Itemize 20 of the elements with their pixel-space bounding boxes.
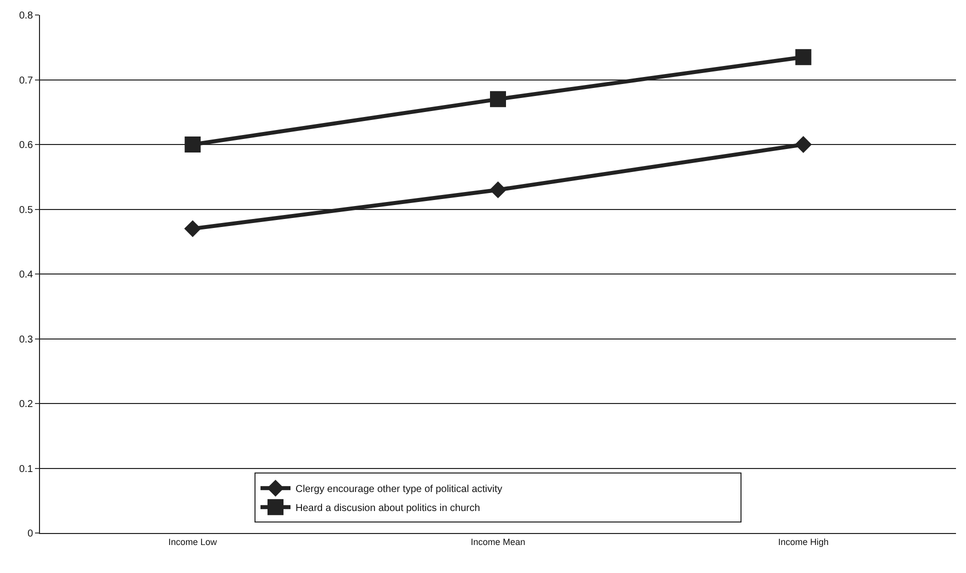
y-tick-label: 0.8 [19,10,34,22]
x-tick-label: Income High [778,536,829,547]
point [490,91,506,108]
legend-label: Heard a discusion about politics in church [296,503,480,514]
point [490,181,506,198]
y-tick-label: 0.1 [19,464,34,475]
y-tick-label: 0.6 [19,140,34,151]
point [795,49,812,66]
y-tick-label: 0.7 [19,75,34,86]
x-tick-label: Income Low [168,536,218,547]
y-tick-label: 0.2 [19,399,34,410]
point [184,220,202,238]
y-tick-label: 0 [27,528,34,540]
y-tick-label: 0.4 [19,270,34,280]
point [184,136,201,152]
point [794,136,812,153]
y-tick-label: 0.5 [19,204,34,216]
x-tick-label: Income Mean [470,536,526,547]
y-tick-label: 0.3 [19,334,34,346]
legend-label: Clergy encourage other type of political activity [296,484,502,496]
